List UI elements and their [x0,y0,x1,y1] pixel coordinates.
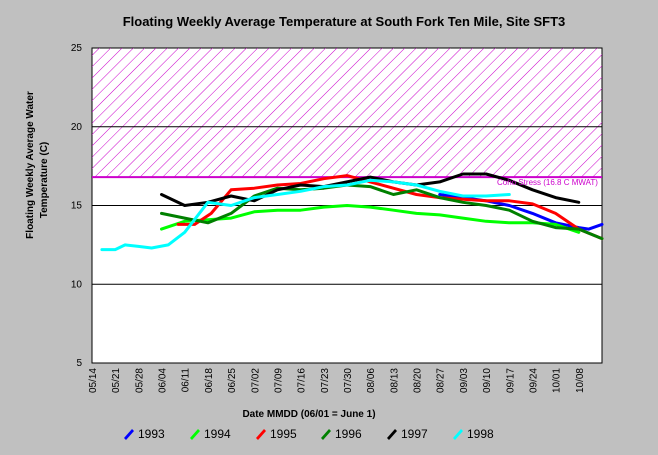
y-tick-label: 20 [71,122,83,133]
series-line-1994 [160,204,581,234]
legend-label-1995: 1995 [270,427,297,441]
x-tick-label: 05/21 [111,368,122,393]
series-layer [100,172,604,252]
legend-swatch-1994 [190,429,200,440]
x-tick-label: 06/18 [204,368,215,393]
threshold-band [92,48,602,178]
x-tick-label: 08/20 [413,368,424,393]
x-tick-label: 06/25 [227,368,238,393]
legend-swatch-1997 [387,429,397,440]
y-tick-labels: 5 10 15 20 25 [71,43,83,369]
series-line-1996 [160,183,604,241]
x-tick-label: 08/13 [389,368,400,393]
x-tick-labels: 05/14 05/21 05/28 06/04 06/11 06/18 06/25 07/02… [88,368,586,393]
threshold-label: Coho Stress (16.8 C MWAT) [497,178,598,187]
series-line-1998 [100,178,511,252]
y-axis-label-line-1: Floating Weekly Average Water [25,91,36,239]
series-line-1995 [176,174,604,241]
x-tick-label: 09/24 [528,368,539,393]
legend-label-1996: 1996 [335,427,362,441]
x-tick-label: 07/16 [297,368,308,393]
x-tick-label: 10/08 [575,368,586,393]
legend-swatch-1995 [256,429,266,440]
y-tick-label: 25 [71,43,83,54]
x-tick-label: 07/30 [343,368,354,393]
legend-swatch-1996 [321,429,331,440]
y-axis-label-line-2: Temperature (C) [39,142,50,219]
y-tick-label: 10 [71,279,83,290]
x-tick-label: 09/17 [505,368,516,393]
legend-swatch-1993 [124,429,134,440]
series-line-1997 [160,172,581,207]
x-tick-label: 09/03 [459,368,470,393]
threshold-layer [92,48,602,179]
x-tick-label: 07/23 [320,368,331,393]
x-tick-label: 07/09 [273,368,284,393]
x-tick-label: 07/02 [250,368,261,393]
chart-title: Floating Weekly Average Temperature at S… [123,14,566,29]
x-tick-label: 06/11 [181,368,192,393]
legend-swatch-1998 [453,429,463,440]
x-tick-label: 06/04 [158,368,169,393]
y-tick-label: 5 [76,358,82,369]
y-tick-label: 15 [71,201,83,212]
legend-label-1993: 1993 [138,427,165,441]
x-tick-label: 09/10 [482,368,493,393]
x-tick-label: 05/28 [134,368,145,393]
legend: 1993 1994 1995 1996 1997 1998 [124,427,494,441]
x-tick-label: 08/06 [366,368,377,393]
legend-label-1998: 1998 [467,427,494,441]
x-tick-label: 10/01 [552,368,563,393]
x-tick-label: 05/14 [88,368,99,393]
legend-label-1994: 1994 [204,427,231,441]
x-tick-label: 08/27 [436,368,447,393]
legend-label-1997: 1997 [401,427,428,441]
x-axis-label: Date MMDD (06/01 = June 1) [242,409,375,420]
